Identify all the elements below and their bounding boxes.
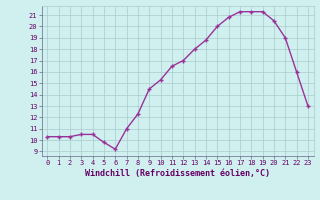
X-axis label: Windchill (Refroidissement éolien,°C): Windchill (Refroidissement éolien,°C) bbox=[85, 169, 270, 178]
